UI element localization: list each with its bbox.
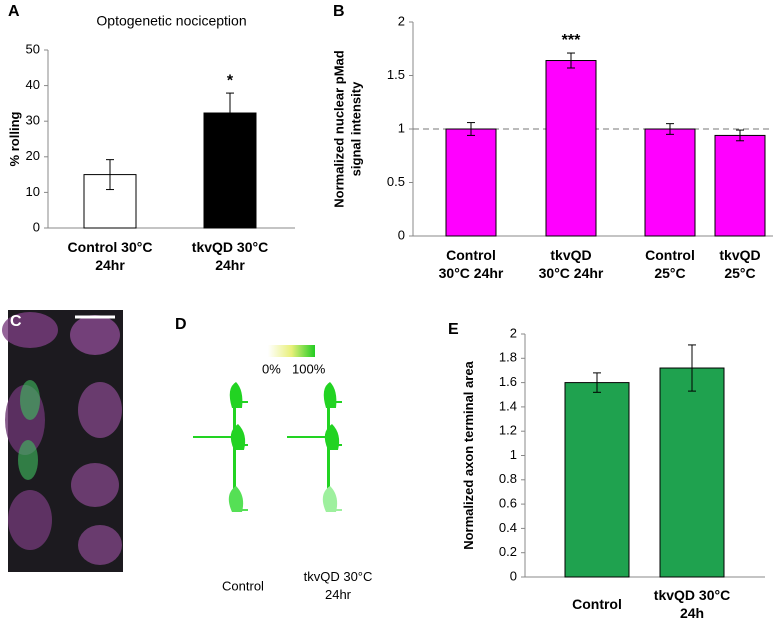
panel-label: D: [175, 316, 187, 333]
y-tick-label: 2: [510, 325, 517, 340]
significance: *: [227, 72, 234, 89]
chart-title: Optogenetic nociception: [96, 13, 246, 29]
y-tick-label: 0.4: [499, 520, 517, 535]
y-tick-label: 1.2: [499, 423, 517, 438]
y-tick-label: 0.8: [499, 471, 517, 486]
y-tick-label: 0.2: [499, 544, 517, 559]
x-tick-label: Control: [572, 596, 622, 612]
x-tick-label: Control 30°C 24hr: [68, 239, 153, 273]
bar: [445, 128, 497, 237]
bar: [714, 134, 766, 237]
x-tick-label: tkvQD 30°C 24hr: [192, 239, 268, 273]
y-tick-label: 0.5: [387, 174, 405, 189]
y-axis-label: Normalized axon terminal area: [461, 360, 476, 549]
panel-label: E: [448, 321, 459, 338]
bar: [545, 60, 597, 237]
panel-label: A: [8, 3, 20, 20]
y-tick-label: 2: [398, 13, 405, 28]
y-axis-label: % rolling: [7, 111, 22, 166]
y-tick-label: 0: [510, 568, 517, 583]
y-tick-label: 1.8: [499, 350, 517, 365]
bar: [644, 128, 696, 237]
y-tick-label: 1.6: [499, 374, 517, 389]
y-tick-label: 1: [510, 447, 517, 462]
y-tick-label: 30: [26, 113, 40, 128]
scale-label: 0%: [262, 361, 281, 376]
panel-label: B: [333, 3, 345, 20]
x-tick-label: tkvQD 25°C: [719, 247, 760, 281]
y-axis-label: Normalized nuclear pMad signal intensity: [332, 50, 364, 208]
panel-label: C: [10, 313, 22, 330]
neuron-diagram: 0% 100% Control tkvQD 30°C 24hr: [193, 345, 372, 602]
scale-label: 100%: [292, 361, 326, 376]
bar: [659, 367, 725, 578]
y-tick-label: 10: [26, 184, 40, 199]
y-tick-label: 0.6: [499, 496, 517, 511]
y-tick-label: 40: [26, 77, 40, 92]
diagram-label: Control: [222, 578, 264, 593]
y-tick-label: 1.5: [387, 67, 405, 82]
y-tick-label: 0: [33, 219, 40, 234]
significance: ***: [562, 32, 581, 49]
bar: [564, 382, 630, 578]
x-tick-label: tkvQD 30°C 24hr: [539, 247, 604, 281]
x-tick-label: Control 30°C 24hr: [439, 247, 504, 281]
y-tick-label: 20: [26, 148, 40, 163]
y-tick-label: 0: [398, 227, 405, 242]
y-tick-label: 1.4: [499, 398, 517, 413]
y-tick-label: 50: [26, 41, 40, 56]
micrograph: C: [2, 310, 123, 572]
x-tick-label: tkvQD 30°C 24h: [654, 587, 730, 621]
diagram-label: tkvQD 30°C 24hr: [304, 569, 373, 602]
x-tick-label: Control 25°C: [645, 247, 695, 281]
y-tick-label: 1: [398, 120, 405, 135]
